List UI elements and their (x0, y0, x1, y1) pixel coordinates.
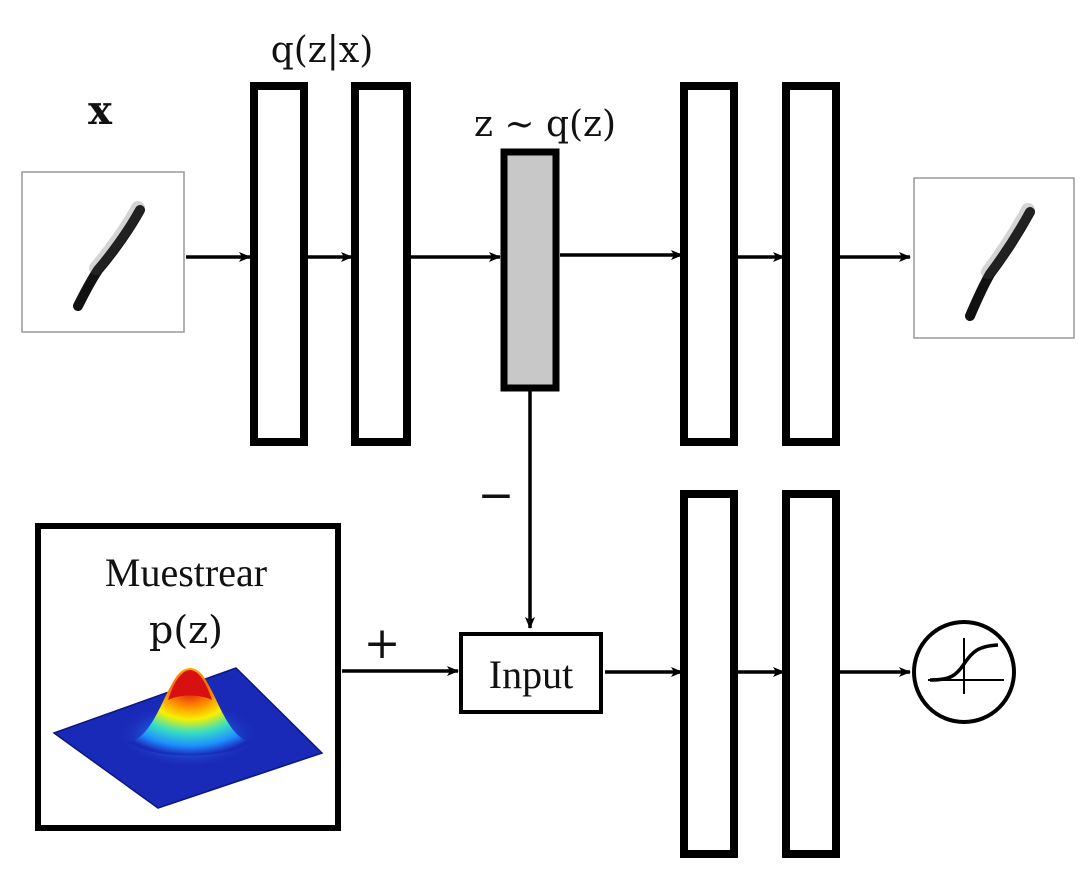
input-digit-image (21, 171, 185, 333)
sigmoid-activation-icon (912, 620, 1016, 724)
encoder-layer-1 (250, 82, 308, 446)
latent-label: z ~ q(z) (474, 104, 616, 145)
handwritten-digit-one-icon (73, 201, 145, 311)
decoder-layer-1 (680, 82, 738, 446)
input-node-box (459, 632, 603, 714)
encoder-layer-2 (351, 82, 411, 446)
sample-box-formula: p(z) (149, 608, 223, 652)
output-digit-image (913, 177, 1075, 339)
input-node-label: Input (489, 652, 573, 697)
gaussian-surface-plot-icon (52, 667, 324, 809)
plus-sign: + (364, 618, 401, 669)
handwritten-digit-one-icon (965, 203, 1035, 321)
encoder-label: q(z|x) (271, 30, 374, 71)
latent-layer (500, 148, 560, 392)
discriminator-layer-2 (782, 490, 840, 858)
discriminator-layer-1 (680, 490, 738, 858)
input-x-label: x (88, 87, 113, 134)
decoder-layer-2 (782, 82, 840, 446)
sample-box-title: Muestrear (105, 550, 267, 595)
minus-sign: − (478, 470, 515, 521)
